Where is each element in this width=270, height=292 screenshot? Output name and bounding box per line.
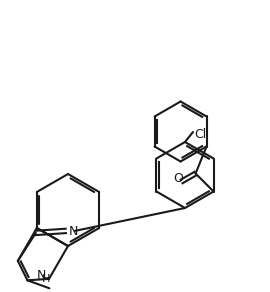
Text: N: N (36, 269, 46, 282)
Text: O: O (174, 171, 184, 185)
Text: H: H (42, 274, 50, 284)
Text: Cl: Cl (194, 128, 206, 141)
Text: N: N (69, 225, 78, 238)
